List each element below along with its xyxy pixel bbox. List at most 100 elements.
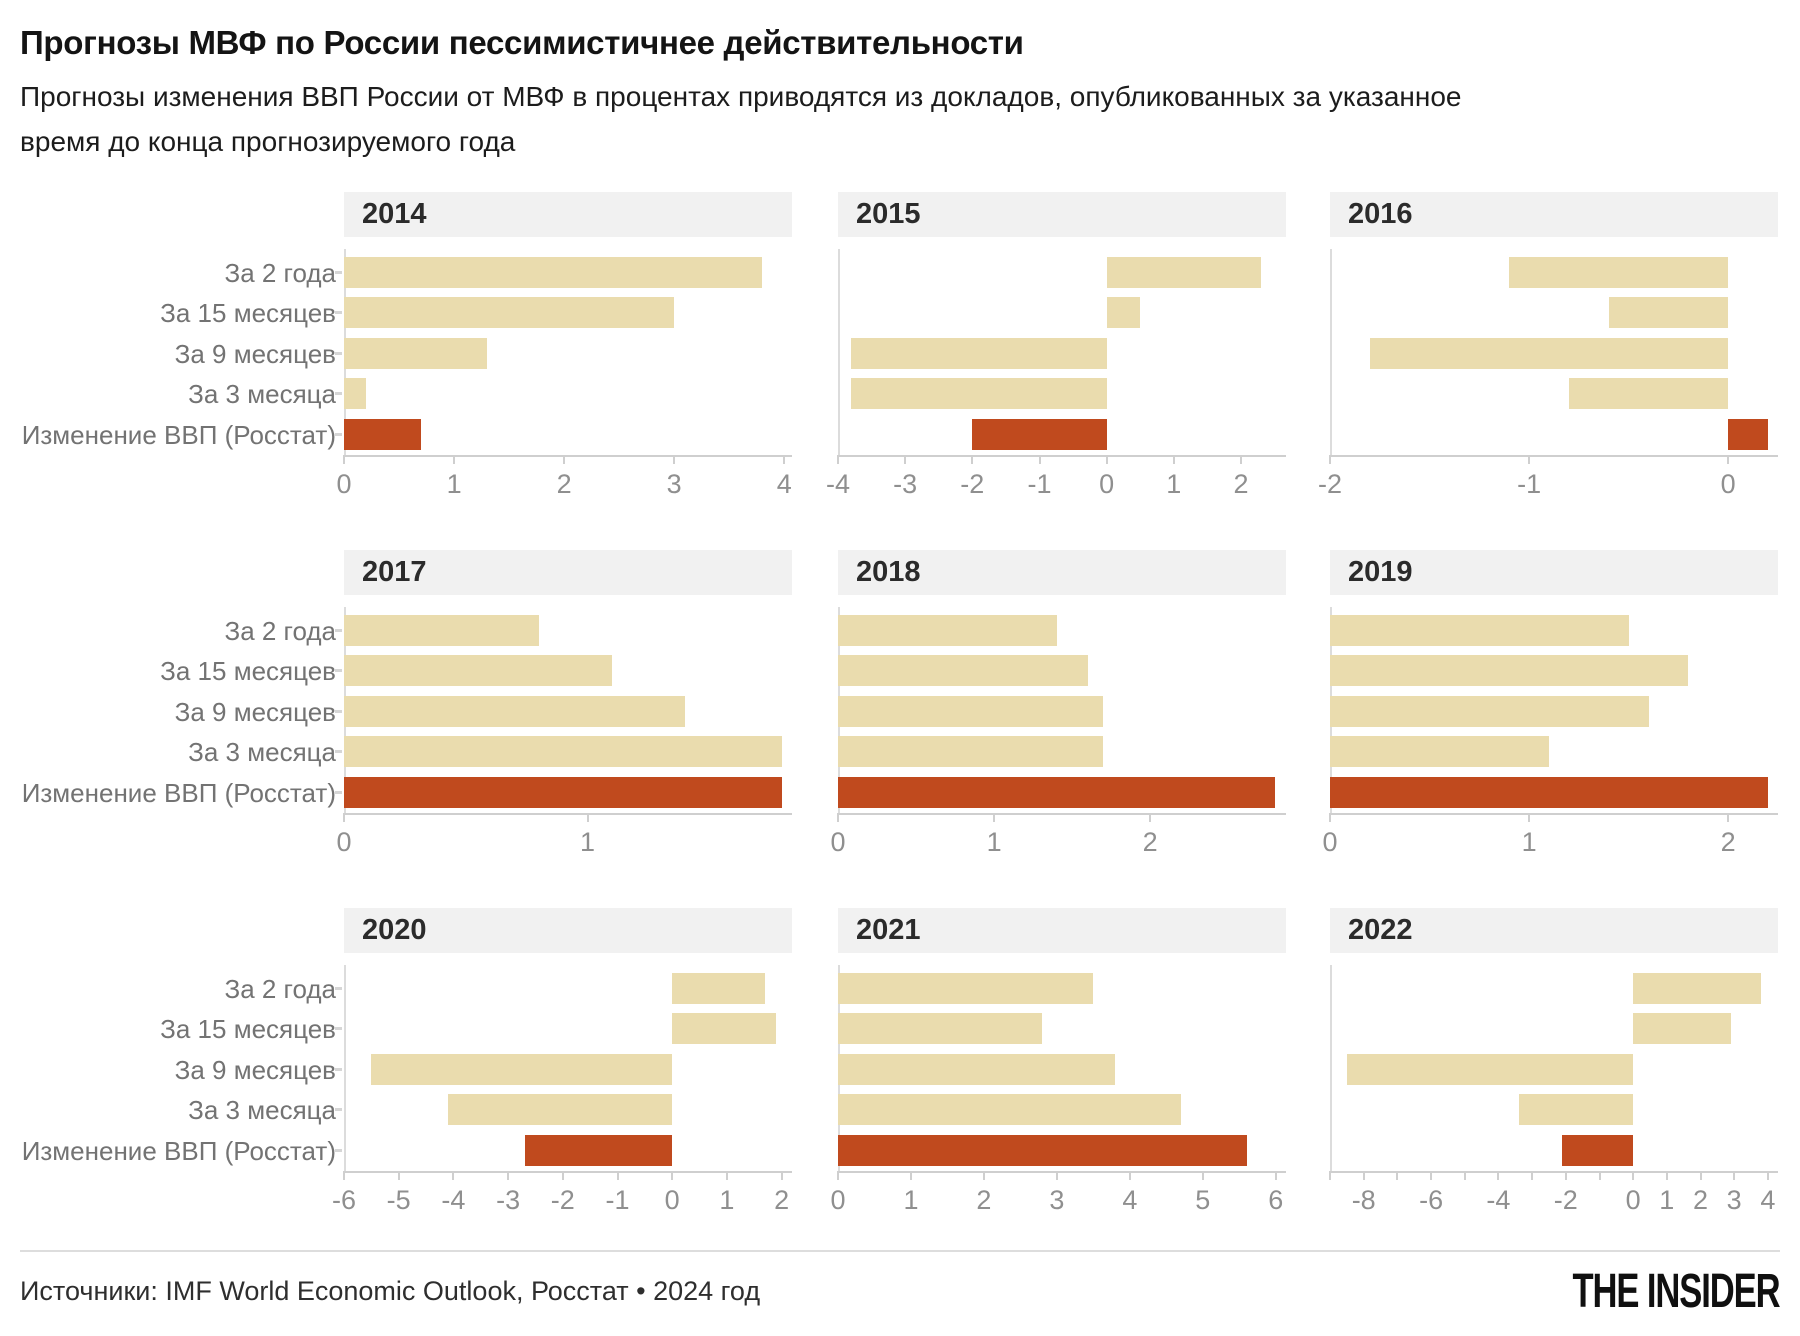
x-axis-tick (1329, 455, 1331, 464)
actual-bar (524, 1134, 673, 1166)
x-axis-tick-label: 3 (1726, 1185, 1742, 1215)
x-axis-line (838, 455, 1286, 457)
x-axis-tick-label: 2 (556, 469, 572, 499)
panel-year-label: 2016 (1348, 198, 1413, 230)
actual-bar (344, 418, 422, 450)
x-axis-tick-label: 1 (986, 827, 1002, 857)
x-axis-tick-label: 0 (1322, 827, 1338, 857)
x-axis-tick-label: 1 (1521, 827, 1537, 857)
category-label: За 3 месяца (188, 1095, 336, 1126)
x-axis-tick-label: 0 (1625, 1185, 1641, 1215)
x-axis-line (344, 813, 792, 815)
x-axis-tick-label: -6 (331, 1185, 356, 1215)
x-axis-line (838, 1171, 1286, 1173)
panel-2020: 2020 -6 -5 -4 -3 -2 -1 0 1 2 За 2 года За 15 месяце… (22, 908, 792, 1228)
forecast-bar (1346, 1053, 1634, 1085)
x-axis-tick-label: 0 (830, 827, 846, 857)
x-axis-tick (673, 455, 676, 464)
forecast-bar (1369, 337, 1729, 369)
x-axis-tick (837, 455, 839, 464)
category-label: За 2 года (224, 258, 336, 288)
panel-header: 2021 (838, 908, 1286, 953)
x-axis-tick (1329, 813, 1331, 822)
forecast-bar (1330, 695, 1649, 727)
x-axis-tick (1528, 813, 1531, 822)
panel-2018: 2018 0 1 2 (830, 550, 1286, 870)
x-axis-tick (1733, 1171, 1736, 1180)
x-axis-tick (1632, 1171, 1635, 1180)
forecast-bar (1633, 973, 1762, 1004)
forecast-bar (1330, 736, 1549, 768)
x-axis-tick (563, 455, 566, 464)
x-axis-tick-label: -3 (893, 469, 918, 499)
panel-header: 2016 (1330, 192, 1778, 237)
panel-header: 2018 (838, 550, 1286, 595)
x-axis-tick-label: -8 (1351, 1185, 1376, 1215)
actual-bar (1562, 1134, 1634, 1166)
x-axis-tick-label: 2 (976, 1185, 992, 1215)
panel-year-label: 2017 (362, 556, 427, 588)
x-axis-tick-label: 3 (1049, 1185, 1065, 1215)
forecast-bar (344, 257, 763, 288)
x-axis-line (344, 455, 792, 457)
panel-2022: 2022 -8 -6 -4 -2 0 1 2 3 4 (1329, 908, 1778, 1228)
x-axis-tick-label: 4 (776, 469, 792, 499)
x-axis-tick (904, 455, 907, 464)
x-axis-tick (586, 813, 589, 822)
panel-year-label: 2021 (856, 914, 921, 946)
x-axis-tick-label: 2 (774, 1185, 790, 1215)
actual-bar (344, 776, 783, 808)
panel-header: 2019 (1330, 550, 1778, 595)
x-axis-tick-label: 0 (336, 469, 352, 499)
x-axis-tick (1665, 1171, 1668, 1180)
category-label: За 15 месяцев (160, 1014, 336, 1045)
panel-2014: 2014 0 1 2 3 4 За 2 года За 15 месяцев За 9 меся… (22, 192, 792, 512)
category-tick (335, 1108, 342, 1112)
sources-note: Источники: IMF World Economic Outlook, Р… (20, 1276, 761, 1306)
x-axis-tick (453, 455, 456, 464)
category-tick (335, 987, 342, 990)
x-axis-tick-label: 0 (664, 1185, 680, 1215)
panel-header: 2015 (838, 192, 1286, 237)
x-axis-tick (671, 1171, 674, 1180)
category-tick (335, 432, 342, 436)
forecast-bar (344, 655, 612, 687)
x-axis-tick-label: -4 (825, 469, 850, 499)
forecast-bar (672, 1013, 777, 1045)
category-tick (335, 271, 342, 274)
panel-header: 2020 (344, 908, 792, 953)
x-axis-tick-label: 5 (1195, 1185, 1211, 1215)
panel-2016: 2016 -2 -1 0 (1318, 192, 1778, 512)
x-axis-tick (1396, 1171, 1399, 1180)
actual-bar (1728, 418, 1768, 450)
x-axis-tick (1240, 455, 1242, 464)
x-axis-tick-label: 2 (1233, 469, 1249, 499)
x-axis-tick-label: -2 (1317, 469, 1342, 499)
category-tick (335, 311, 342, 315)
x-axis-tick-label: -6 (1419, 1185, 1444, 1215)
category-tick (335, 790, 342, 794)
category-label: Изменение ВВП (Росстат) (21, 777, 336, 808)
panel-header: 2022 (1330, 908, 1778, 953)
x-axis-tick (1362, 1171, 1365, 1180)
category-tick (335, 392, 342, 396)
the-insider-logo: THE INSIDER (1572, 1265, 1781, 1318)
forecast-bar (1106, 257, 1262, 288)
category-tick (335, 709, 342, 713)
category-tick (335, 1148, 342, 1152)
x-axis-tick (1055, 1171, 1058, 1180)
panel-2017: 2017 0 1 За 2 года За 15 месяцев За 9 месяцев… (22, 550, 792, 870)
x-axis-tick-label: 2 (1142, 827, 1158, 857)
x-axis-tick (837, 1171, 839, 1180)
panel-2021: 2021 0 1 2 3 4 5 6 (830, 908, 1286, 1228)
forecast-bar (1568, 378, 1729, 410)
panel-header: 2014 (344, 192, 792, 237)
category-label: За 3 месяца (188, 379, 336, 410)
x-axis-tick (1598, 1171, 1601, 1180)
forecast-bar (1518, 1094, 1634, 1126)
panel-header: 2017 (344, 550, 792, 595)
panel-year-label: 2015 (856, 198, 921, 230)
forecast-bar (851, 337, 1107, 369)
x-axis-tick-label: -2 (550, 1185, 575, 1215)
forecast-bar (371, 1053, 673, 1085)
